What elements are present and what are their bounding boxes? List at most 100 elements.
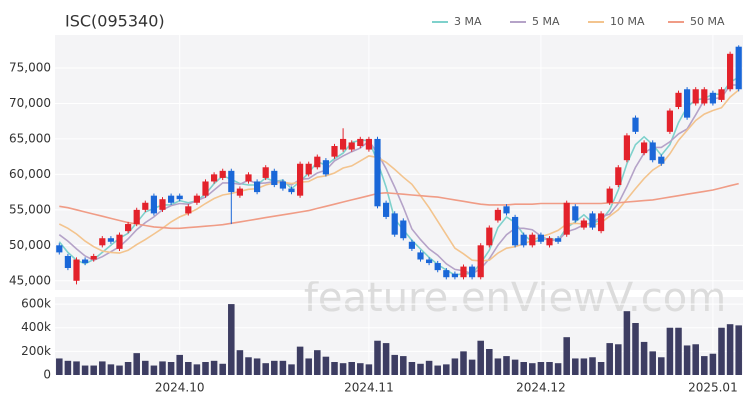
candle-body: [469, 266, 476, 278]
volume-bar: [460, 351, 467, 375]
legend-label: 50 MA: [690, 15, 725, 28]
candle-body: [675, 92, 682, 107]
candle-body: [503, 206, 510, 214]
y-tick-label: 400k: [21, 320, 51, 334]
volume-bar: [305, 358, 312, 375]
candle-body: [718, 89, 725, 100]
volume-bar: [477, 340, 484, 375]
y-tick-label: 75,000: [9, 60, 51, 74]
candle-body: [486, 227, 493, 246]
volume-bar: [133, 353, 140, 375]
volume-bar: [546, 362, 553, 375]
volume-bar: [623, 311, 631, 375]
volume-bar: [632, 323, 639, 375]
candle-body: [116, 234, 123, 249]
volume-bar: [236, 350, 244, 375]
candle-body: [331, 146, 338, 157]
candle-body: [443, 270, 450, 278]
volume-bar: [735, 325, 742, 375]
price-plot-background: [55, 35, 743, 290]
ma-line: [58, 76, 740, 276]
volume-bar: [425, 360, 433, 375]
volume-bar: [649, 351, 656, 375]
y-tick-label: 50,000: [9, 238, 51, 252]
volume-bar: [709, 353, 717, 375]
candle-body: [400, 220, 407, 239]
volume-bar: [400, 356, 407, 375]
candle-body: [727, 53, 734, 90]
candle-body: [185, 206, 192, 214]
volume-bar: [176, 354, 183, 375]
volume-bar: [640, 341, 648, 375]
candle-body: [512, 216, 519, 246]
y-tick-label: 600k: [21, 297, 51, 311]
candle-body: [383, 202, 390, 217]
candle-body: [219, 170, 226, 178]
candle-body: [451, 273, 458, 278]
candle-body: [125, 224, 132, 232]
volume-bar: [185, 362, 192, 375]
candle-body: [288, 188, 295, 193]
volume-bar: [589, 357, 596, 375]
candle-body: [236, 188, 243, 196]
volume-bar: [262, 363, 269, 375]
candle-body: [477, 245, 484, 278]
candle-body: [348, 142, 355, 150]
candle-body: [254, 181, 261, 193]
candle-body: [99, 238, 106, 246]
candle-body: [150, 195, 157, 214]
volume-bar: [417, 363, 424, 375]
candle-body: [692, 89, 699, 104]
volume-bar: [520, 362, 527, 375]
candle-body: [245, 174, 252, 182]
volume-bar: [81, 365, 89, 375]
volume-bar: [73, 361, 80, 375]
candle-body: [426, 259, 433, 264]
volume-bar: [245, 357, 252, 375]
y-tick-label: 0: [43, 368, 51, 382]
candle-body: [623, 135, 630, 161]
ma-line: [58, 84, 739, 275]
volume-bar: [64, 360, 72, 375]
candle-body: [56, 245, 63, 253]
volume-bar: [408, 362, 416, 375]
volume-bar: [167, 362, 175, 375]
volume-bar: [107, 364, 115, 375]
volume-bar: [339, 363, 347, 375]
candle-body: [297, 163, 304, 196]
volume-bar: [288, 364, 295, 375]
volume-bar: [90, 365, 97, 375]
volume-bar: [124, 362, 132, 375]
candle-body: [580, 220, 587, 228]
volume-bar: [606, 343, 613, 375]
volume-bar: [434, 365, 441, 375]
candle-body: [598, 213, 605, 232]
legend-label: 3 MA: [454, 15, 482, 28]
candle-body: [735, 46, 742, 90]
volume-bar: [597, 362, 605, 375]
volume-bar: [159, 361, 166, 375]
y-tick-label: 60,000: [9, 167, 51, 181]
volume-bar: [314, 350, 321, 375]
volume-bar: [271, 360, 278, 375]
volume-bar: [658, 357, 665, 375]
candle-body: [159, 199, 166, 210]
candle-body: [211, 174, 218, 182]
volume-bar: [322, 356, 330, 375]
candle-body: [658, 156, 665, 164]
candle-body: [529, 234, 536, 246]
candle-body: [391, 213, 398, 235]
y-tick-label: 65,000: [9, 131, 51, 145]
volume-bar: [468, 359, 476, 375]
candle-body: [314, 156, 321, 168]
volume-bar: [228, 304, 235, 375]
volume-bar: [537, 362, 545, 375]
candle-body: [73, 259, 80, 281]
chart-title: ISC(095340): [65, 12, 165, 31]
candle-body: [82, 259, 89, 264]
volume-bar: [116, 365, 123, 375]
candle-body: [589, 213, 596, 228]
volume-bar: [675, 327, 682, 375]
volume-bar: [99, 361, 106, 375]
